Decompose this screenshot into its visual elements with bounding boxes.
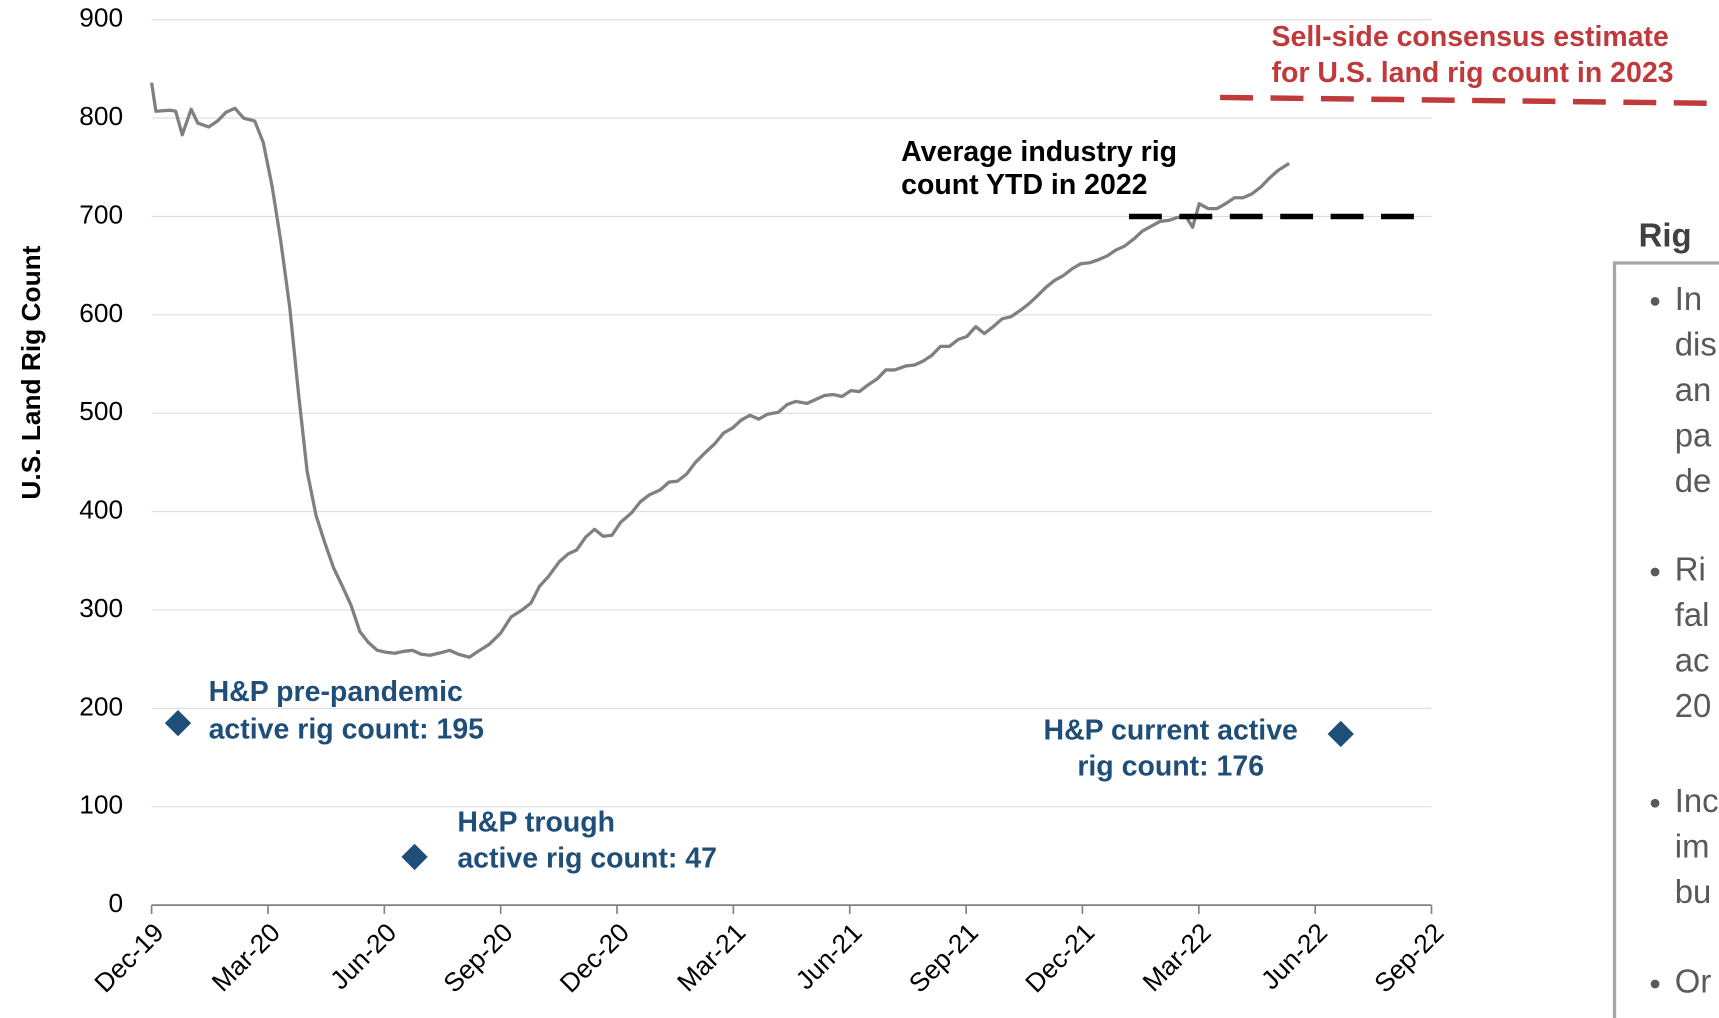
x-tick-label: Mar-22: [1137, 917, 1217, 997]
y-tick-label: 700: [79, 199, 123, 229]
y-tick-label: 900: [79, 3, 123, 33]
x-tick-label: Dec-21: [1019, 917, 1100, 998]
x-tick-label: Sep-20: [437, 917, 518, 998]
y-tick-label: 100: [79, 790, 123, 820]
y-tick-label: 0: [108, 888, 123, 918]
marker-label: active rig count: 47: [457, 843, 717, 875]
reference-label: Average industry rig: [901, 136, 1177, 168]
x-tick-label: Dec-20: [554, 917, 635, 998]
marker-label: H&P current active: [1044, 715, 1298, 747]
x-tick-label: Sep-22: [1368, 917, 1449, 998]
panel-text: an: [1675, 371, 1712, 408]
panel-text: fal: [1675, 596, 1710, 633]
reference-line: [1220, 94, 1719, 107]
panel-text: dis: [1675, 326, 1717, 363]
panel-text: im: [1675, 827, 1710, 864]
panel-text: Inc: [1675, 782, 1719, 819]
marker: [1327, 720, 1354, 748]
marker-label: H&P trough: [457, 807, 615, 839]
bullet: [1650, 979, 1660, 989]
y-tick-label: 800: [79, 101, 123, 131]
marker-label: active rig count: 195: [209, 713, 485, 745]
data-line: [149, 82, 1291, 659]
y-tick-label: 200: [79, 691, 123, 721]
reference-label: count YTD in 2022: [901, 169, 1147, 201]
marker-label: H&P pre-pandemic: [209, 676, 463, 708]
x-tick-label: Sep-21: [903, 917, 984, 998]
x-tick-label: Mar-20: [206, 917, 286, 997]
y-axis-label: U.S. Land Rig Count: [16, 245, 46, 499]
bullet: [1650, 798, 1660, 808]
bullet: [1650, 567, 1660, 577]
panel-text: ac: [1675, 642, 1710, 679]
panel-text: pa: [1675, 416, 1712, 453]
marker-label: rig count: 176: [1077, 751, 1264, 783]
y-tick-label: 300: [79, 593, 123, 623]
x-tick-label: Mar-21: [671, 917, 751, 997]
y-tick-label: 600: [79, 298, 123, 328]
panel-text: Or: [1675, 963, 1712, 1000]
panel-text: 20: [1675, 687, 1712, 724]
reference-label: for U.S. land rig count in 2023: [1272, 57, 1674, 89]
marker: [401, 843, 428, 871]
x-tick-label: Jun-22: [1255, 917, 1333, 995]
y-tick-label: 400: [79, 495, 123, 525]
panel-box: [1612, 261, 1719, 1018]
y-tick-label: 500: [79, 396, 123, 426]
panel-heading: Rig: [1639, 216, 1692, 253]
reference-label: Sell-side consensus estimate: [1272, 21, 1669, 53]
x-tick-label: Jun-21: [790, 917, 868, 995]
panel-text: In: [1675, 280, 1702, 317]
marker: [164, 709, 192, 737]
x-tick-label: Jun-20: [324, 917, 402, 995]
x-tick-label: Dec-19: [88, 917, 169, 998]
panel-text: bu: [1675, 873, 1712, 910]
bullet: [1650, 296, 1660, 306]
panel-text: de: [1675, 462, 1712, 499]
panel-text: Ri: [1675, 551, 1706, 588]
